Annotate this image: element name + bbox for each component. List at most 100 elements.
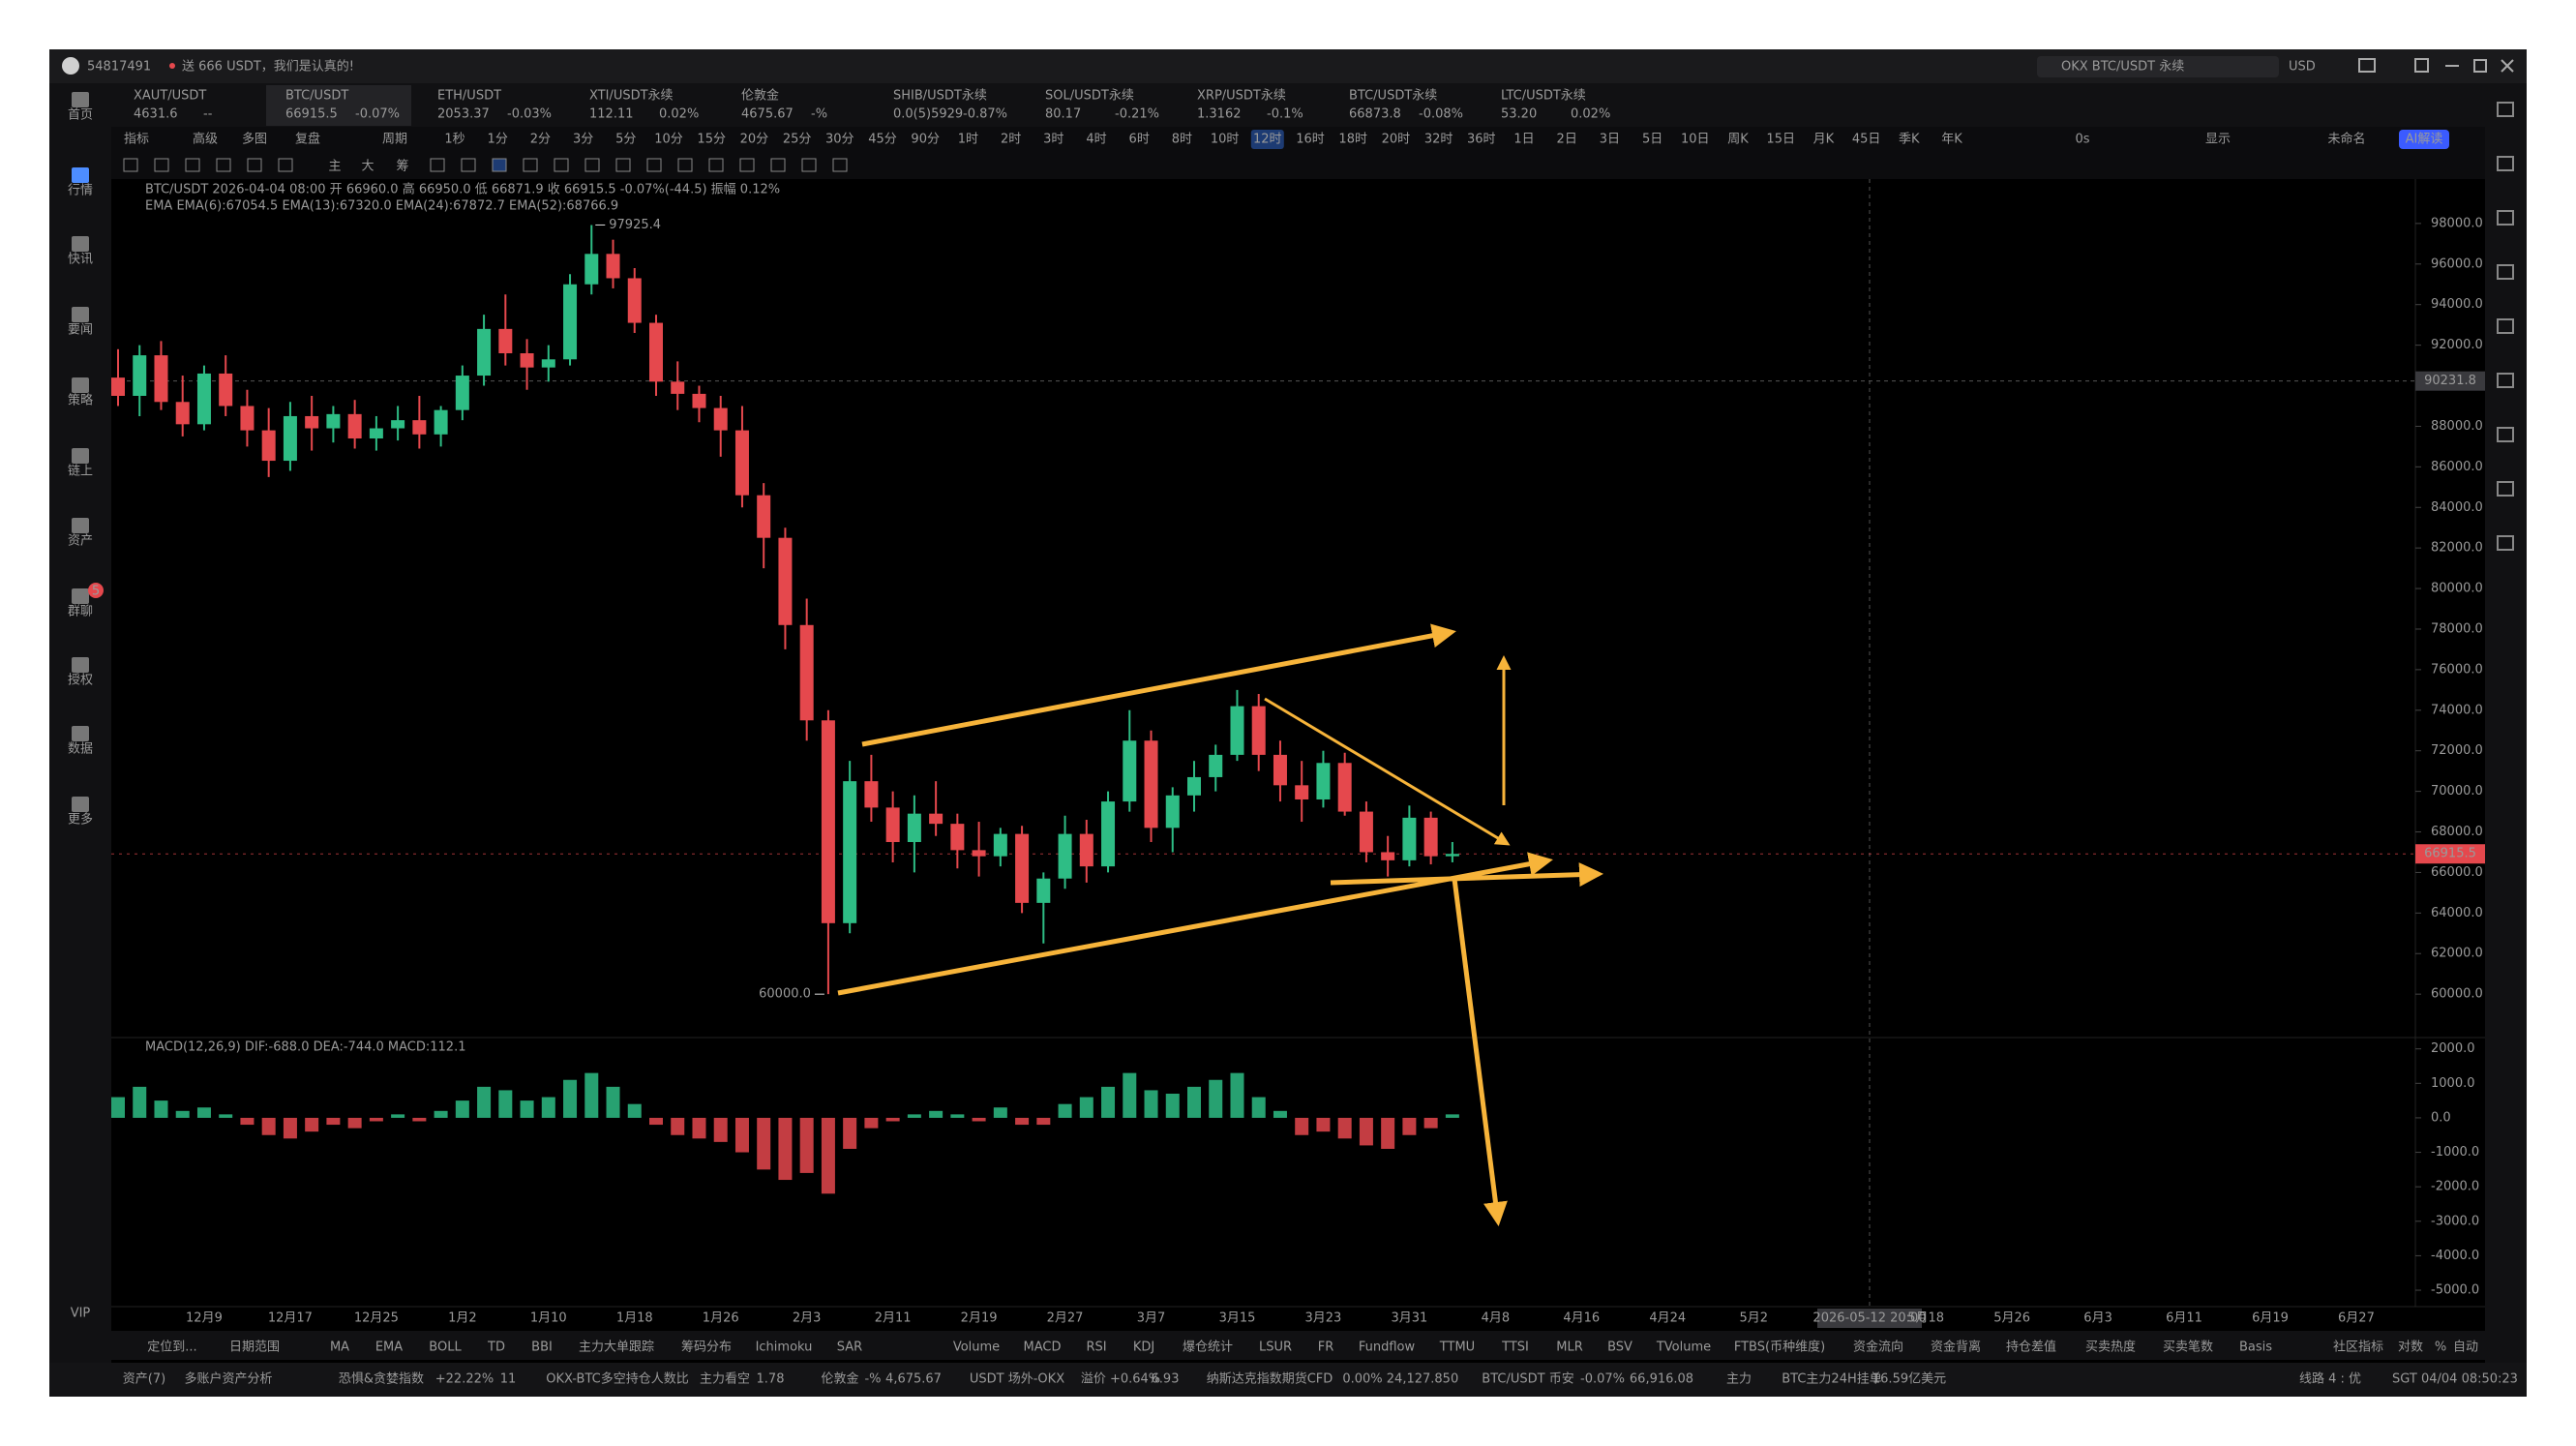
tool-icon[interactable] (801, 158, 817, 172)
tool-button[interactable]: 复盘 (295, 132, 320, 147)
sub-indicator[interactable]: MLR (1556, 1341, 1583, 1355)
period-button[interactable]: 10时 (1211, 133, 1240, 147)
sub-indicator[interactable]: FR (1318, 1341, 1334, 1355)
main-indicator[interactable]: BOLL (429, 1341, 462, 1355)
sidebar-label[interactable]: 授权 (68, 673, 93, 688)
sidebar-icon[interactable] (72, 167, 89, 183)
chart-option[interactable]: 社区指标 (2333, 1340, 2383, 1355)
tool-button[interactable]: 指标 (124, 133, 149, 147)
chart-option[interactable]: 自动 (2453, 1341, 2478, 1355)
right-icon[interactable] (2497, 427, 2514, 442)
period-button[interactable]: 2时 (1001, 133, 1021, 147)
sub-indicator[interactable]: FTBS(币种维度) (1734, 1340, 1825, 1355)
sub-indicator[interactable]: 持仓差值 (2006, 1340, 2056, 1355)
sidebar-icon[interactable] (72, 236, 89, 252)
main-indicator[interactable]: MA (330, 1341, 349, 1355)
right-icon[interactable] (2497, 102, 2514, 117)
drawing-tool[interactable]: 主 (328, 160, 341, 174)
period-button[interactable]: 8时 (1172, 133, 1192, 147)
main-indicator[interactable]: TD (487, 1341, 505, 1355)
period-button[interactable]: 2分 (530, 133, 551, 147)
period-button[interactable]: 4时 (1086, 133, 1106, 147)
tab-name[interactable]: XAUT/USDT (134, 89, 206, 104)
period-button[interactable]: 1日 (1513, 133, 1534, 147)
right-icon[interactable] (2497, 481, 2514, 497)
sub-indicator[interactable]: MACD (1024, 1341, 1062, 1355)
sidebar-label[interactable]: 更多 (68, 812, 93, 828)
tool-icon[interactable] (216, 158, 231, 172)
period-button[interactable]: 18时 (1338, 133, 1367, 147)
sidebar-icon[interactable] (72, 657, 89, 673)
sidebar-icon[interactable] (72, 92, 89, 107)
period-button[interactable]: 1时 (958, 133, 978, 147)
tool-icon[interactable] (185, 158, 200, 172)
right-icon[interactable] (2497, 210, 2514, 226)
tool-icon[interactable] (523, 158, 538, 172)
sub-indicator[interactable]: TVolume (1656, 1341, 1711, 1355)
tool-icon[interactable] (461, 158, 476, 172)
period-button[interactable]: 周K (1727, 133, 1749, 147)
period-button[interactable]: 月K (1813, 133, 1835, 147)
sidebar-label[interactable]: 快讯 (68, 253, 93, 267)
tool-icon[interactable] (247, 158, 262, 172)
tool-button[interactable]: 周期 (382, 133, 407, 147)
sub-indicator[interactable]: Fundflow (1359, 1341, 1416, 1355)
tool-button[interactable]: 多图 (242, 132, 267, 147)
period-button[interactable]: 6时 (1129, 133, 1150, 147)
sidebar-icon[interactable] (72, 797, 89, 812)
sub-indicator[interactable]: Basis (2239, 1341, 2272, 1355)
tab-name[interactable]: LTC/USDT永续 (1501, 89, 1586, 104)
main-indicator[interactable]: Ichimoku (756, 1341, 813, 1355)
period-button[interactable]: 1分 (488, 133, 508, 147)
mail-icon[interactable] (2358, 58, 2376, 73)
sidebar-icon[interactable] (72, 377, 89, 393)
avatar[interactable] (62, 57, 79, 75)
drawing-tool[interactable]: 大 (361, 160, 374, 174)
period-button[interactable]: 45日 (1852, 133, 1881, 147)
right-icon[interactable] (2497, 318, 2514, 334)
period-button[interactable]: 15日 (1766, 133, 1795, 147)
sub-indicator[interactable]: TTSI (1501, 1341, 1529, 1355)
period-button[interactable]: 季K (1899, 133, 1920, 147)
period-button[interactable]: 年K (1941, 133, 1962, 147)
tool-icon[interactable] (770, 158, 786, 172)
sidebar-label[interactable]: 首页 (68, 108, 93, 123)
tab-name[interactable]: BTC/USDT永续 (1349, 89, 1437, 104)
main-indicator[interactable]: SAR (837, 1341, 862, 1355)
tab-name[interactable]: XTI/USDT永续 (589, 89, 674, 104)
sidebar-label[interactable]: 要闻 (68, 323, 93, 338)
tool-icon[interactable] (832, 158, 848, 172)
layout-icon[interactable] (2414, 58, 2429, 73)
tool-icon[interactable] (123, 158, 138, 172)
toolbar-right[interactable]: 未命名 (2327, 132, 2365, 147)
locator[interactable]: 定位到... (147, 1341, 196, 1355)
period-button[interactable]: 3时 (1043, 133, 1063, 147)
period-button[interactable]: 5日 (1642, 133, 1662, 147)
right-icon[interactable] (2497, 373, 2514, 388)
drawing-tool[interactable]: 筹 (396, 159, 408, 174)
period-button[interactable]: 12时 (1253, 133, 1282, 147)
tab-name[interactable]: ETH/USDT (437, 89, 501, 104)
period-button[interactable]: 45分 (868, 133, 897, 147)
period-button[interactable]: 36时 (1467, 133, 1496, 147)
period-button[interactable]: 20时 (1382, 133, 1411, 147)
tab-name[interactable]: SOL/USDT永续 (1045, 89, 1134, 104)
period-button[interactable]: 16时 (1296, 133, 1325, 147)
tool-icon[interactable] (492, 158, 507, 172)
currency[interactable]: USD (2289, 60, 2316, 75)
period-button[interactable]: 32时 (1424, 133, 1453, 147)
sub-indicator[interactable]: 资金流向 (1853, 1340, 1903, 1355)
chart-option[interactable]: % (2435, 1341, 2446, 1355)
sub-indicator[interactable]: BSV (1607, 1341, 1632, 1355)
tool-icon[interactable] (584, 158, 600, 172)
main-indicator[interactable]: 主力大单跟踪 (579, 1341, 654, 1355)
period-button[interactable]: 25分 (783, 133, 812, 147)
toolbar-right[interactable]: AI解读 (2406, 133, 2443, 147)
sub-indicator[interactable]: RSI (1086, 1341, 1106, 1355)
tool-icon[interactable] (677, 158, 693, 172)
sidebar-label[interactable]: 链上 (68, 465, 93, 479)
tab-name[interactable]: SHIB/USDT永续 (893, 89, 987, 104)
sidebar-label[interactable]: 策略 (68, 393, 93, 408)
main-indicator[interactable]: BBI (531, 1341, 553, 1355)
sub-indicator[interactable]: 爆仓统计 (1183, 1341, 1233, 1355)
